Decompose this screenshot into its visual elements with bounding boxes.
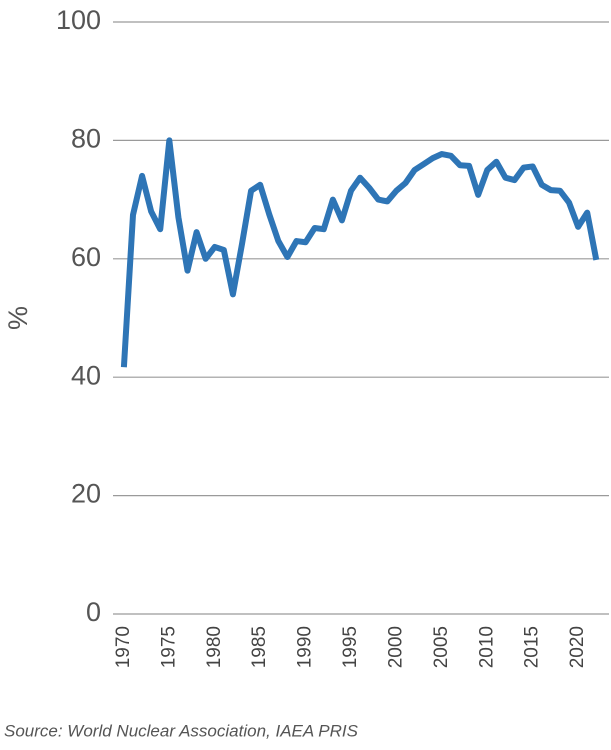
x-tick-label: 1970 — [113, 626, 134, 668]
y-tick-label: 20 — [71, 479, 101, 509]
x-tick-label: 1975 — [158, 626, 179, 668]
x-tick-label: 2020 — [567, 626, 588, 668]
x-tick-label: 1985 — [249, 626, 270, 668]
y-tick-label: 60 — [71, 242, 101, 272]
x-tick-label: 2015 — [522, 626, 543, 668]
y-tick-label: 0 — [86, 597, 101, 627]
y-tick-label: 80 — [71, 124, 101, 154]
data-line — [120, 137, 600, 368]
source: Source: World Nuclear Association, IAEA … — [4, 721, 359, 740]
x-tick-label: 2010 — [476, 626, 497, 668]
x-tick-label: 2000 — [385, 626, 406, 668]
y-tick-label: 100 — [56, 5, 101, 35]
y-tick-label: 40 — [71, 360, 101, 390]
x-tick-label: 1995 — [340, 626, 361, 668]
x-tick-label: 2005 — [431, 626, 452, 668]
x-tick-label: 1980 — [204, 626, 225, 668]
y-axis-label: % — [3, 306, 33, 330]
x-tick-label: 1990 — [295, 626, 316, 668]
